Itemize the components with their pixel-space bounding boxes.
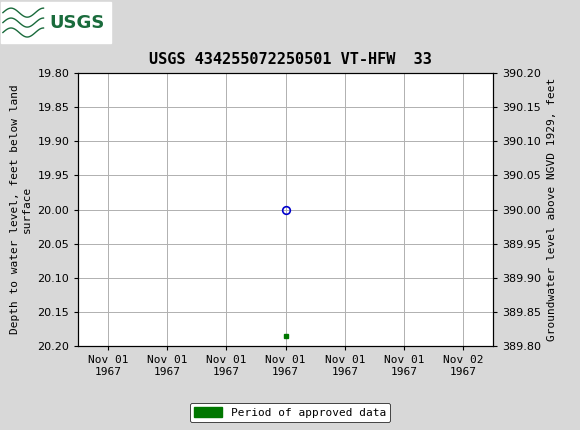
- Y-axis label: Depth to water level, feet below land
surface: Depth to water level, feet below land su…: [10, 85, 32, 335]
- Text: USGS 434255072250501 VT-HFW  33: USGS 434255072250501 VT-HFW 33: [148, 52, 432, 67]
- Y-axis label: Groundwater level above NGVD 1929, feet: Groundwater level above NGVD 1929, feet: [546, 78, 557, 341]
- Text: USGS: USGS: [49, 14, 104, 31]
- Legend: Period of approved data: Period of approved data: [190, 403, 390, 422]
- Bar: [1, 2, 111, 43]
